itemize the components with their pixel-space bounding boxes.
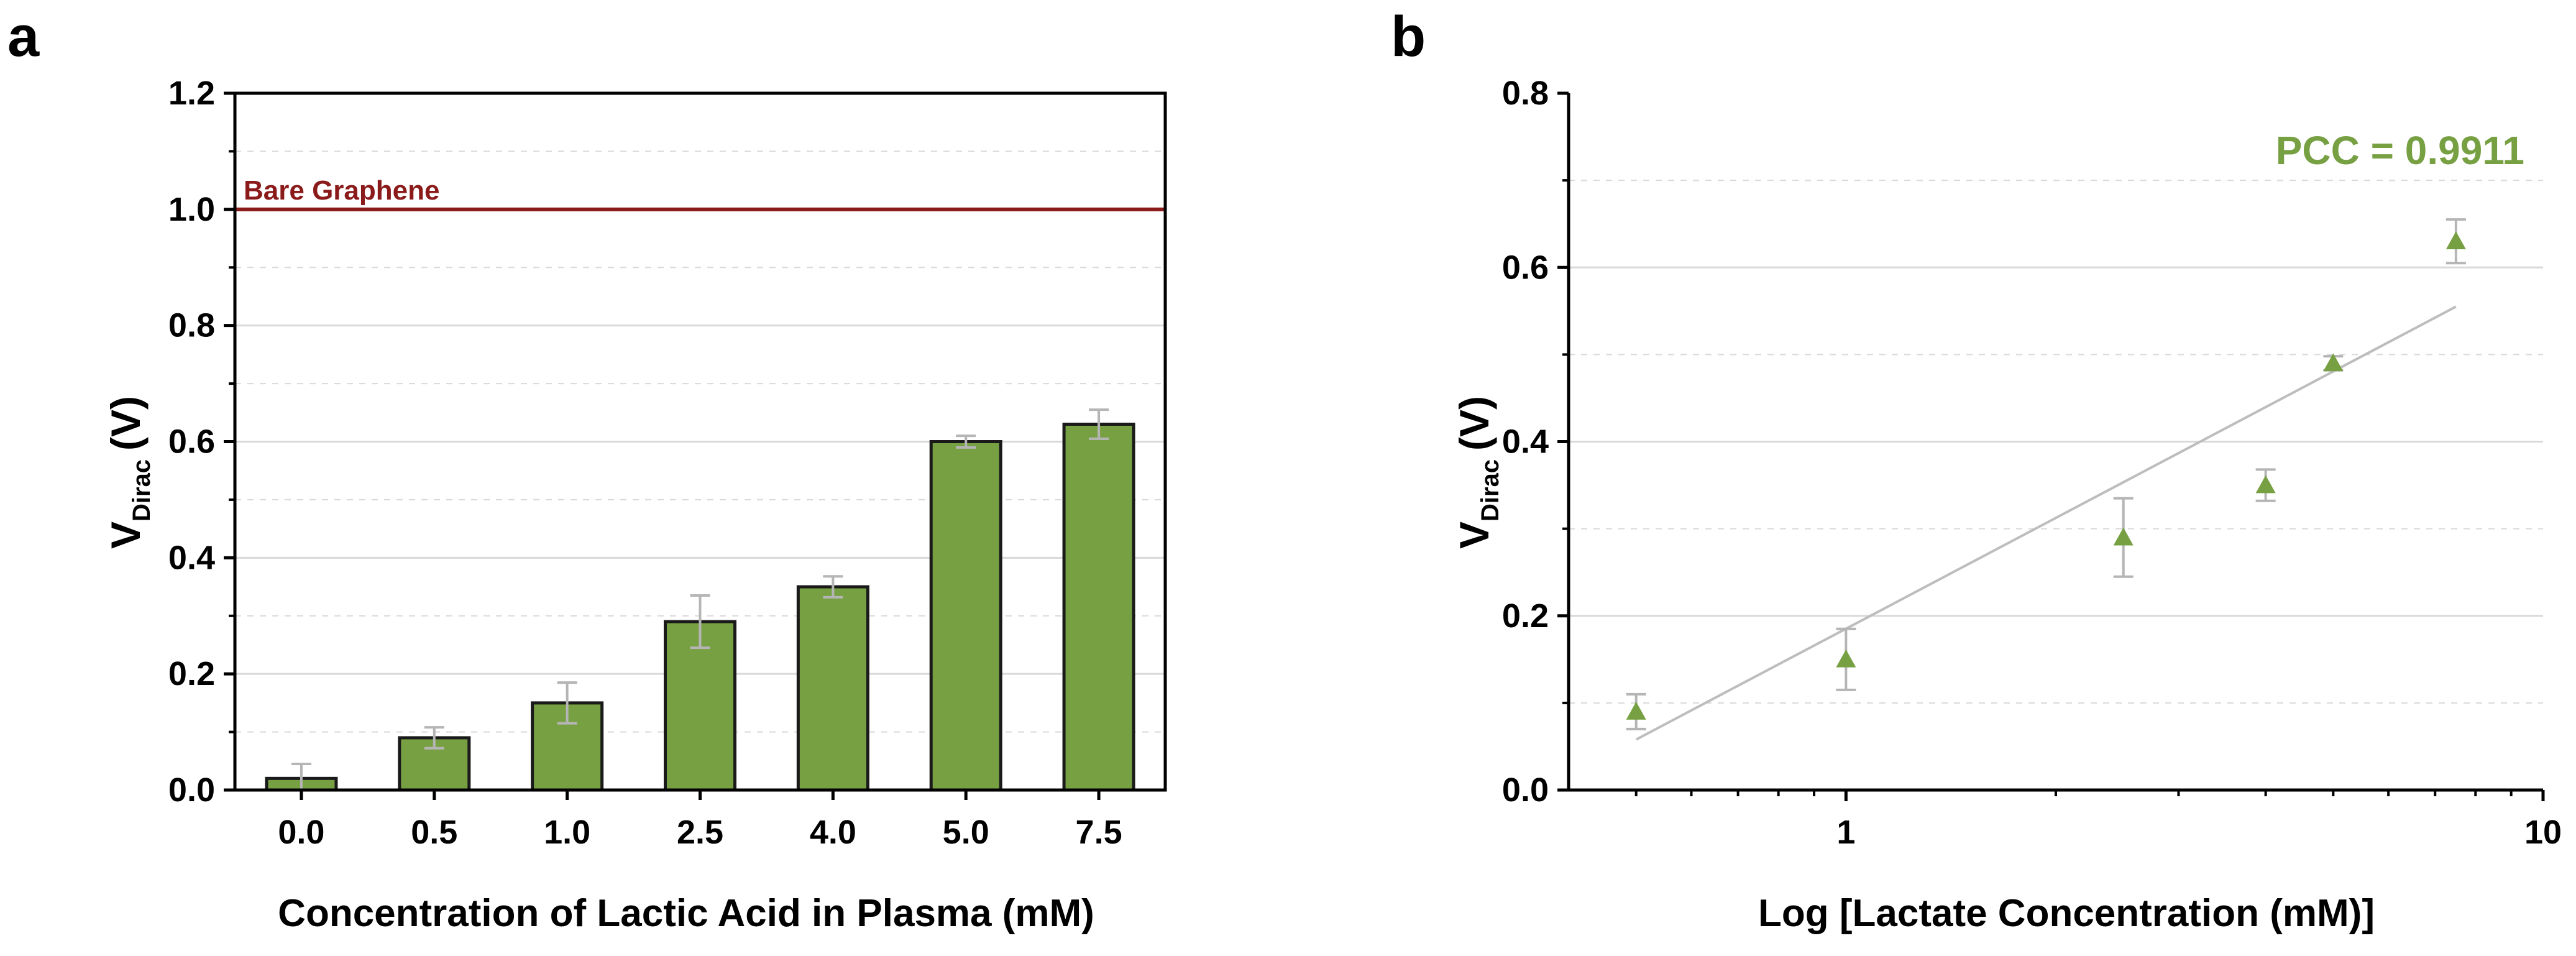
y-label-a-subscript: Dirac	[128, 459, 155, 522]
chart-a: Bare Graphene 0.00.20.40.60.81.01.2 0.0 0…	[103, 75, 1167, 935]
bar-2.5	[664, 620, 736, 792]
y-tick-label-a: 0.2	[168, 655, 215, 692]
y-label-b-subscript: Dirac	[1477, 459, 1504, 522]
data-point-triangle	[1836, 649, 1856, 668]
y-tick-label-a: 0.0	[168, 771, 215, 809]
y-label-b-unit: (V)	[1451, 396, 1497, 451]
bar-7.5	[1062, 422, 1135, 792]
chart-b: PCC = 0.9911 0.0 0.2 0.4 0.6 0.8 1 10 Log [La…	[1451, 75, 2562, 935]
y-tick-label-b: 0.6	[1502, 249, 1549, 286]
y-label-a-symbol: V	[103, 522, 149, 549]
x-tick-label-b: 1	[1836, 814, 1855, 851]
data-point-triangle	[2255, 475, 2276, 494]
svg-text:VDirac(V): VDirac (V)	[1451, 396, 1504, 549]
data-point-triangle	[1626, 701, 1646, 720]
x-tick-label-a: 2.5	[677, 814, 723, 851]
chart-b-points	[1626, 231, 2466, 720]
y-tick-label-a: 0.8	[168, 307, 215, 344]
chart-b-x-axis-title: Log [Lactate Concentration (mM)]	[1758, 892, 2375, 935]
panel-letter-a: a	[7, 5, 40, 68]
bar-4.0	[796, 585, 869, 792]
chart-b-y-ticks: 0.0 0.2 0.4 0.6 0.8	[1502, 75, 1569, 809]
chart-a-y-axis-title: VDirac (V)	[103, 396, 155, 549]
chart-b-error-bars	[1626, 218, 2466, 730]
x-tick-label-a: 7.5	[1076, 814, 1122, 851]
chart-a-error-bars	[291, 408, 1109, 791]
x-tick-label-a: 5.0	[943, 814, 989, 851]
chart-b-y-axis-title: VDirac (V)	[1451, 396, 1504, 549]
x-tick-label-a: 4.0	[810, 814, 856, 851]
y-tick-label-b: 0.0	[1502, 771, 1549, 809]
y-label-a-unit: (V)	[103, 396, 149, 451]
panel-letter-b: b	[1391, 5, 1426, 68]
x-tick-label-a: 0.0	[278, 814, 324, 851]
y-tick-label-b: 0.2	[1502, 597, 1549, 635]
chart-b-grid	[1569, 180, 2543, 704]
chart-a-x-axis-title: Concentration of Lactic Acid in Plasma (…	[278, 892, 1094, 935]
y-tick-label-b: 0.8	[1502, 75, 1549, 112]
pcc-annotation: PCC = 0.9911	[2276, 128, 2524, 173]
x-tick-label-a: 0.5	[411, 814, 457, 851]
x-tick-label-b: 10	[2524, 814, 2562, 851]
fit-line	[1635, 305, 2457, 741]
reference-line-label: Bare Graphene	[244, 175, 439, 206]
y-tick-label-a: 0.4	[168, 539, 215, 576]
chart-b-x-ticks: 1 10	[1634, 790, 2562, 851]
data-point-triangle	[2113, 527, 2134, 546]
chart-a-x-ticks: 0.0 0.5 1.0 2.5 4.0 5.0 7.5	[278, 790, 1122, 851]
y-label-b-symbol: V	[1451, 522, 1497, 549]
y-tick-label-b: 0.4	[1502, 423, 1549, 461]
y-tick-label-a: 1.0	[168, 191, 215, 228]
svg-text:VDirac(V): VDirac (V)	[103, 396, 155, 549]
x-tick-label-a: 1.0	[544, 814, 590, 851]
data-point-triangle	[2445, 231, 2466, 250]
data-point-triangle	[2323, 353, 2344, 372]
y-tick-label-a: 1.2	[168, 75, 215, 112]
bar-5.0	[929, 440, 1002, 792]
chart-a-y-ticks: 0.0 0.2 0.4 0.6 0.8 1.0 1.2	[168, 75, 235, 809]
y-tick-label-a: 0.6	[168, 423, 215, 461]
